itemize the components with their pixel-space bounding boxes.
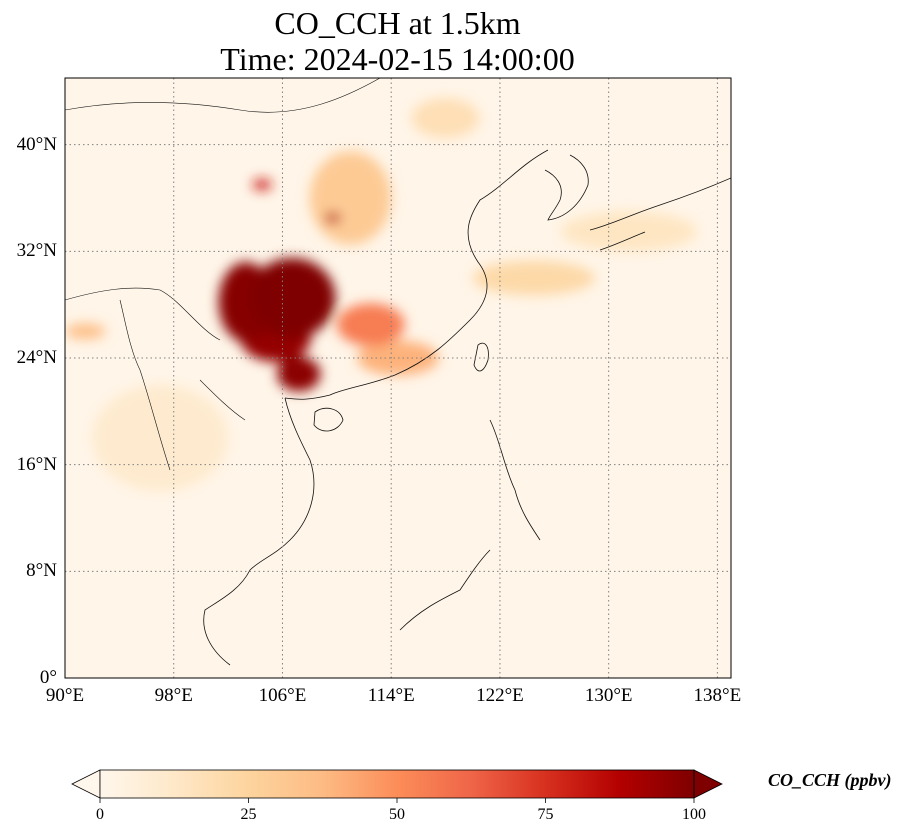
plume-inner-mongolia bbox=[411, 98, 480, 138]
colorbar-gradient bbox=[100, 770, 694, 798]
plume-myanmar-border bbox=[65, 323, 106, 340]
colorbar-tick-label: 50 bbox=[389, 806, 405, 823]
lat-tick-label: 0° bbox=[39, 667, 57, 688]
map-panel bbox=[64, 77, 732, 679]
colorbar bbox=[71, 769, 723, 803]
plot-title-line-1: CO_CCH at 1.5km bbox=[274, 5, 521, 41]
borneo-coastline bbox=[399, 549, 491, 631]
korea-coastline bbox=[544, 154, 589, 221]
taiwan-coastline bbox=[473, 342, 489, 372]
lat-tick-label: 32°N bbox=[16, 240, 57, 262]
japan-coastline bbox=[589, 177, 731, 251]
colorbar-tick-label: 25 bbox=[240, 806, 257, 823]
plume-north-china-plume bbox=[309, 151, 392, 245]
lon-tick-label: 114°E bbox=[367, 685, 415, 706]
lat-tick-label: 8°N bbox=[26, 560, 57, 582]
colorbar-tick-label: 100 bbox=[682, 806, 706, 823]
coastlines-and-borders bbox=[65, 78, 731, 666]
philippines-coastline bbox=[489, 419, 541, 541]
plume-east-china-sea-outflow bbox=[472, 260, 596, 296]
map-frame bbox=[64, 77, 732, 679]
lon-tick-label: 90°E bbox=[45, 685, 85, 706]
plume-henan-hotspot bbox=[324, 212, 341, 224]
plume-sichuan-basin-core bbox=[248, 258, 336, 338]
colorbar-tick-label: 0 bbox=[96, 806, 104, 823]
lat-tick-label: 16°N bbox=[16, 453, 57, 475]
lat-tick-label: 40°N bbox=[16, 133, 57, 155]
colorbar-label: CO_CCH (ppbv) bbox=[768, 770, 892, 790]
plume-hunan-east bbox=[336, 303, 405, 346]
colorbar-extend-min bbox=[71, 769, 101, 799]
colorbar-tick-label: 75 bbox=[537, 806, 554, 823]
lon-tick-label: 130°E bbox=[584, 685, 633, 706]
lon-tick-label: 98°E bbox=[154, 685, 193, 706]
colorbar-extend-max bbox=[693, 769, 723, 799]
plume-japan-outflow bbox=[561, 211, 698, 252]
co-concentration-field bbox=[65, 98, 698, 492]
indochina-coastline bbox=[203, 397, 315, 666]
map-background bbox=[65, 78, 731, 678]
hainan-coastline bbox=[313, 407, 344, 432]
lat-lon-gridlines bbox=[65, 78, 731, 678]
china-coastline bbox=[284, 149, 549, 400]
inland-borders bbox=[65, 78, 381, 471]
lon-tick-label: 106°E bbox=[258, 685, 307, 706]
plume-shaanxi-hotspot bbox=[252, 179, 272, 191]
plot-title-line-2: Time: 2024-02-15 14:00:00 bbox=[220, 41, 575, 77]
lat-tick-label: 24°N bbox=[16, 347, 57, 368]
lon-tick-label: 122°E bbox=[476, 685, 524, 706]
plume-guangxi-nanning bbox=[277, 356, 321, 392]
lon-tick-label: 138°E bbox=[693, 685, 742, 706]
